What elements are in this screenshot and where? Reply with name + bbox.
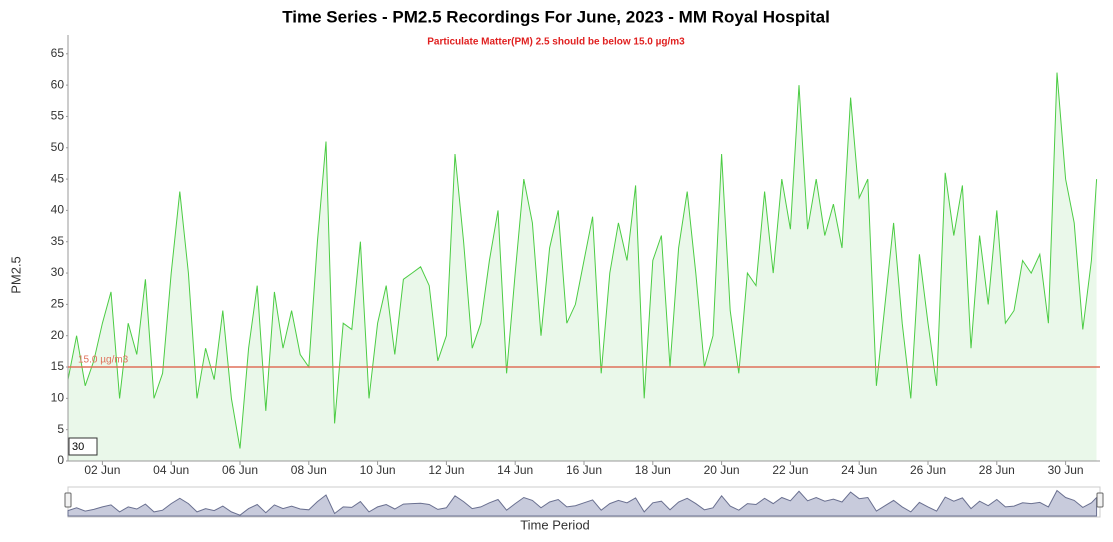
y-tick-label: 15 [51, 359, 65, 373]
y-tick-label: 65 [51, 46, 65, 60]
value-box-label: 30 [72, 441, 84, 453]
x-tick-label: 28 Jun [979, 463, 1015, 477]
y-tick-label: 35 [51, 234, 65, 248]
x-tick-label: 04 Jun [153, 463, 189, 477]
x-tick-label: 12 Jun [428, 463, 464, 477]
x-tick-label: 16 Jun [566, 463, 602, 477]
y-tick-label: 25 [51, 297, 65, 311]
x-tick-label: 18 Jun [635, 463, 671, 477]
y-tick-label: 5 [57, 422, 64, 436]
line [67, 72, 1098, 449]
y-axis-label: PM2.5 [8, 256, 23, 294]
x-axis-label: Time Period [520, 517, 590, 532]
y-tick-label: 30 [51, 265, 65, 279]
value-box [68, 437, 98, 456]
y-tick-label: 50 [51, 140, 65, 154]
x-tick-label: 20 Jun [704, 463, 740, 477]
navigator-handle [64, 492, 72, 508]
x-tick-label: 10 Jun [360, 463, 396, 477]
chart-title: Time Series - PM2.5 Recordings For June,… [282, 7, 830, 26]
y-tick-label: 60 [51, 77, 65, 91]
x-tick-label: 24 Jun [841, 463, 877, 477]
navigator-handle [1096, 492, 1104, 508]
x-tick-label: 02 Jun [84, 463, 120, 477]
x-tick-label: 06 Jun [222, 463, 258, 477]
x-tick-label: 30 Jun [1048, 463, 1084, 477]
y-tick-label: 55 [51, 109, 65, 123]
reference-label: 15.0 µg/m3 [78, 355, 129, 366]
navigator-area [67, 489, 1098, 517]
y-tick-label: 45 [51, 171, 65, 185]
y-tick-label: 40 [51, 203, 65, 217]
chart-subtitle: Particulate Matter(PM) 2.5 should be bel… [427, 37, 685, 48]
x-tick-label: 26 Jun [910, 463, 946, 477]
area [68, 72, 1097, 461]
y-tick-label: 0 [57, 453, 64, 467]
x-tick-label: 14 Jun [497, 463, 533, 477]
x-tick-label: 08 Jun [291, 463, 327, 477]
y-tick-label: 20 [51, 328, 65, 342]
y-tick-label: 10 [51, 391, 65, 405]
x-tick-label: 22 Jun [772, 463, 808, 477]
